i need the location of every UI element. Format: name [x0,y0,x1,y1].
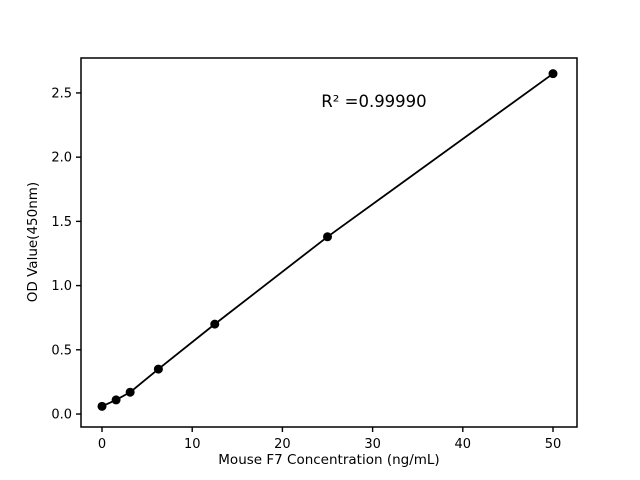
y-tick-label: 0.0 [51,408,72,423]
x-axis-label: Mouse F7 Concentration (ng/mL) [218,452,439,468]
data-point [210,319,220,329]
chart-dynamic-layer: 0 10 20 30 40 50 0.0 0.5 1.0 1.5 2.0 2.5 [51,57,578,452]
data-point [153,364,163,374]
x-tick-label: 20 [274,437,291,452]
y-tick-label: 2.0 [51,151,72,166]
data-point [323,232,333,242]
x-tick-label: 30 [364,437,381,452]
data-point [548,69,558,79]
plot-frame [80,57,578,428]
r-squared-annotation: R² =0.99990 [321,92,426,111]
data-point [111,395,121,405]
data-point [97,401,107,411]
y-tick-label: 1.0 [51,279,72,294]
x-tick-label: 10 [184,437,201,452]
y-tick-label: 0.5 [51,343,72,358]
y-tick-label: 1.5 [51,215,72,230]
y-axis-label: OD Value(450nm) [25,182,41,302]
data-point [125,387,135,397]
y-tick-label: 2.5 [51,86,72,101]
x-tick-label: 50 [545,437,562,452]
x-tick-label: 0 [98,437,106,452]
x-tick-label: 40 [455,437,472,452]
